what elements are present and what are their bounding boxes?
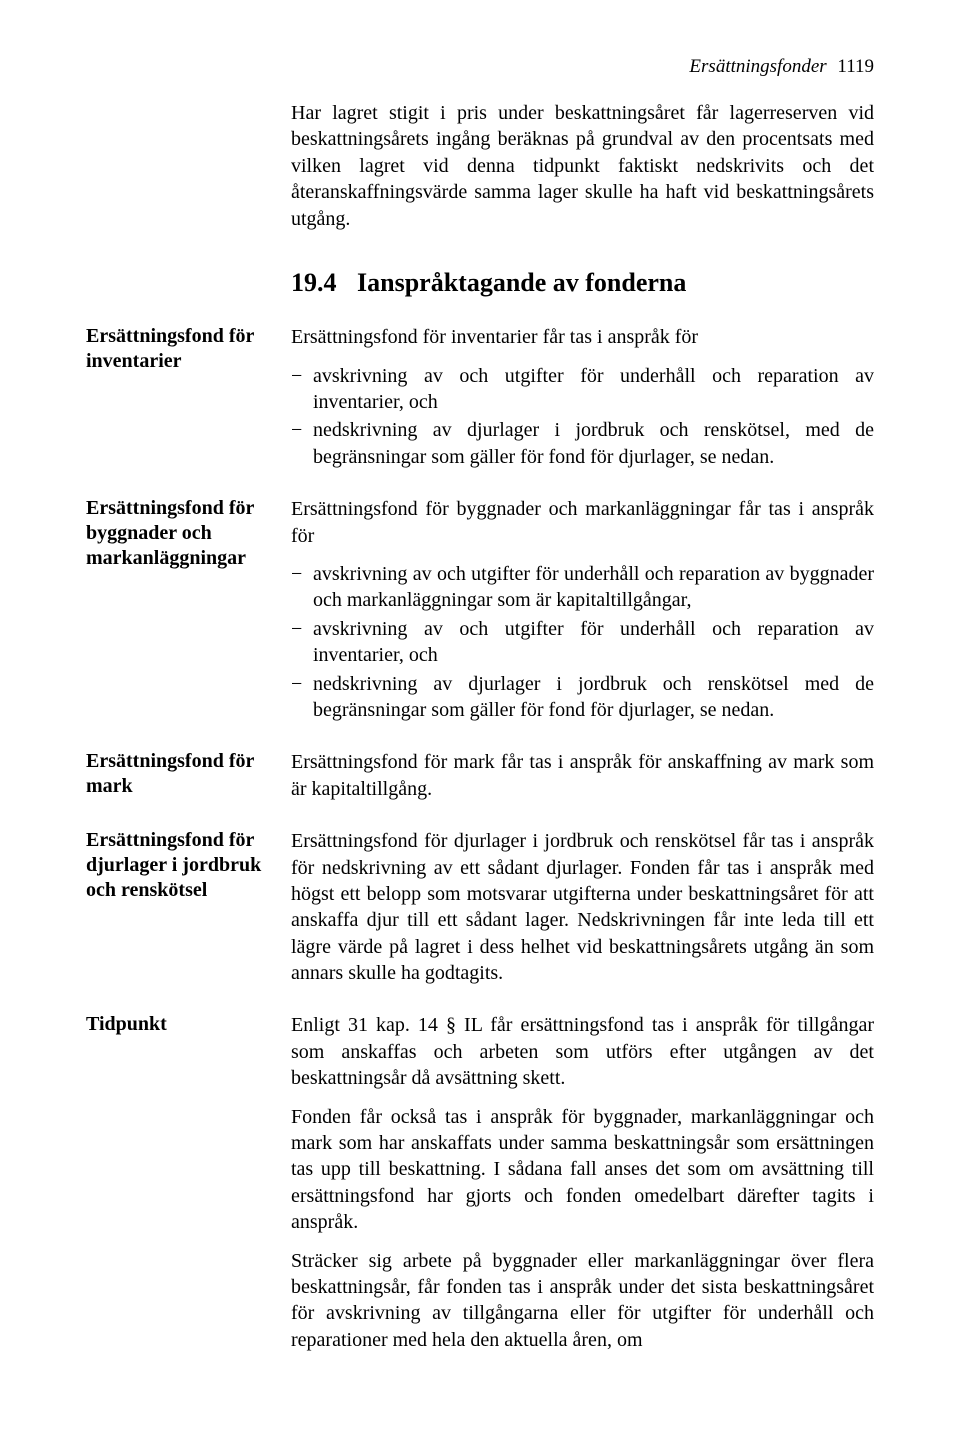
tidpunkt-para-3: Sträcker sig arbete på byggnader eller m…: [291, 1248, 874, 1354]
list-item: avskrivning av och utgifter för underhål…: [291, 616, 874, 669]
list-item: nedskrivning av djurlager i jordbruk och…: [291, 671, 874, 724]
list-item: avskrivning av och utgifter för underhål…: [291, 561, 874, 614]
list-item: nedskrivning av djurlager i jordbruk och…: [291, 417, 874, 470]
section-heading-row: 19.4Ianspråktagande av fonderna: [86, 258, 874, 310]
block-djurlager: Ersättningsfond för djurlager i jordbruk…: [86, 828, 874, 998]
main-byggnader: Ersättningsfond för byggnader och markan…: [291, 496, 874, 735]
side-label-mark: Ersättningsfond för mark: [86, 749, 291, 814]
section-heading-main: 19.4Ianspråktagande av fonderna: [291, 258, 874, 310]
main-mark: Ersättningsfond för mark får tas i anspr…: [291, 749, 874, 814]
lead-byggnader: Ersättningsfond för byggnader och markan…: [291, 496, 874, 549]
section-heading: 19.4Ianspråktagande av fonderna: [291, 266, 874, 300]
side-label-inventarier: Ersättningsfond för inventarier: [86, 324, 291, 482]
side-label-tidpunkt: Tidpunkt: [86, 1012, 291, 1365]
main-djurlager: Ersättningsfond för djurlager i jordbruk…: [291, 828, 874, 998]
tidpunkt-para-1: Enligt 31 kap. 14 § IL får ersättningsfo…: [291, 1012, 874, 1091]
text-djurlager: Ersättningsfond för djurlager i jordbruk…: [291, 828, 874, 986]
intro-row: Har lagret stigit i pris under beskattni…: [86, 100, 874, 244]
intro-main: Har lagret stigit i pris under beskattni…: [291, 100, 874, 244]
section-number: 19.4: [291, 266, 357, 300]
text-mark: Ersättningsfond för mark får tas i anspr…: [291, 749, 874, 802]
intro-side-empty: [86, 100, 291, 244]
main-tidpunkt: Enligt 31 kap. 14 § IL får ersättningsfo…: [291, 1012, 874, 1365]
block-mark: Ersättningsfond för mark Ersättningsfond…: [86, 749, 874, 814]
list-inventarier: avskrivning av och utgifter för underhål…: [291, 363, 874, 471]
section-title: Ianspråktagande av fonderna: [357, 268, 686, 297]
list-item: avskrivning av och utgifter för underhål…: [291, 363, 874, 416]
page-header: Ersättningsfonder 1119: [86, 56, 874, 78]
running-title: Ersättningsfonder: [689, 56, 826, 77]
block-byggnader: Ersättningsfond för byggnader och markan…: [86, 496, 874, 735]
intro-paragraph: Har lagret stigit i pris under beskattni…: [291, 100, 874, 232]
tidpunkt-para-2: Fonden får också tas i anspråk för byggn…: [291, 1104, 874, 1236]
section-heading-side-empty: [86, 258, 291, 310]
side-label-djurlager: Ersättningsfond för djurlager i jordbruk…: [86, 828, 291, 998]
main-inventarier: Ersättningsfond för inventarier får tas …: [291, 324, 874, 482]
block-inventarier: Ersättningsfond för inventarier Ersättni…: [86, 324, 874, 482]
lead-inventarier: Ersättningsfond för inventarier får tas …: [291, 324, 874, 350]
side-label-byggnader: Ersättningsfond för byggnader och markan…: [86, 496, 291, 735]
list-byggnader: avskrivning av och utgifter för underhål…: [291, 561, 874, 723]
page-number: 1119: [837, 56, 874, 77]
block-tidpunkt: Tidpunkt Enligt 31 kap. 14 § IL får ersä…: [86, 1012, 874, 1365]
